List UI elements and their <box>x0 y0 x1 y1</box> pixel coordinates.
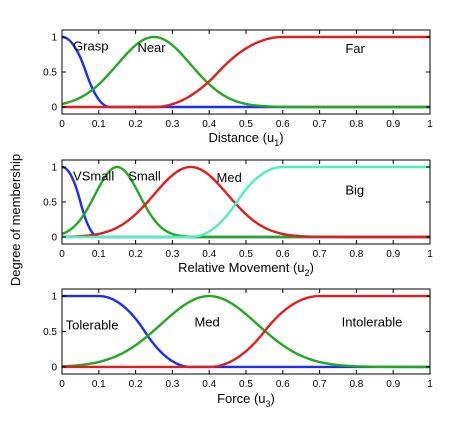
y-tick-label: 0 <box>51 103 57 114</box>
set-label-near: Near <box>137 40 166 55</box>
x-tick-label: 0.1 <box>92 119 106 130</box>
panel-1: 0 0.1 0.2 0.3 0.4 0.5 0.6 0.7 0.8 0.9 1 0 0.5 1 Grasp N… <box>43 29 433 148</box>
x-tick-label: 0.8 <box>349 119 363 130</box>
y-tick-label: 0.5 <box>43 327 57 338</box>
set-label-tolerable: Tolerable <box>66 317 119 332</box>
x-tick-label: 0.7 <box>313 119 327 130</box>
x-tick-label: 0.2 <box>129 119 143 130</box>
y-tick-label: 1 <box>51 292 57 303</box>
x-tick-label: 0.6 <box>276 379 290 390</box>
axes-frame <box>61 159 431 245</box>
set-label-big: Big <box>345 182 364 197</box>
x-tick-label: 0.3 <box>165 249 179 260</box>
x-tick-label: 0.7 <box>313 249 327 260</box>
x-tick-label: 0.2 <box>129 249 143 260</box>
y-tick-label: 0 <box>51 233 57 244</box>
set-label-far: Far <box>345 41 365 56</box>
x-tick-label: 0.4 <box>202 379 216 390</box>
panel-2: 0 0.1 0.2 0.3 0.4 0.5 0.6 0.7 0.8 0.9 1 0 0.5 1 VSmall… <box>43 159 433 278</box>
x-tick-label: 0.7 <box>313 379 327 390</box>
y-tick-label: 0.5 <box>43 68 57 79</box>
x-tick-label: 0.3 <box>165 119 179 130</box>
figure-ylabel: Degree of membership <box>8 154 23 286</box>
x-tick-label: 0.6 <box>276 249 290 260</box>
series-line-far <box>62 35 430 109</box>
series-line-big <box>62 165 430 239</box>
x-axis-label: Distance (u1) <box>208 130 283 148</box>
x-tick-label: 0.3 <box>165 379 179 390</box>
x-tick-label: 1 <box>427 119 433 130</box>
x-axis-label: Relative Movement (u2) <box>178 260 314 278</box>
x-tick-label: 0 <box>59 379 65 390</box>
y-tick-label: 0.5 <box>43 198 57 209</box>
set-label-vsmall: VSmall <box>73 168 114 183</box>
series-line-med <box>61 165 430 239</box>
x-tick-label: 0 <box>59 249 65 260</box>
x-tick-label: 0.1 <box>92 249 106 260</box>
y-tick-label: 0 <box>51 362 57 373</box>
x-tick-label: 0.6 <box>276 119 290 130</box>
x-tick-label: 0.8 <box>349 249 363 260</box>
x-tick-label: 0.4 <box>202 249 216 260</box>
series-line-med <box>61 294 430 369</box>
x-tick-label: 0.4 <box>202 119 216 130</box>
set-label-grasp: Grasp <box>73 38 108 53</box>
series-line-near <box>61 35 430 109</box>
x-tick-label: 1 <box>427 249 433 260</box>
series-line-intolerable <box>62 294 430 369</box>
set-label-med: Med <box>217 170 242 185</box>
x-tick-label: 0.2 <box>129 379 143 390</box>
set-label-intolerable: Intolerable <box>342 315 403 330</box>
x-tick-label: 0.1 <box>92 379 106 390</box>
x-tick-label: 0.9 <box>386 379 400 390</box>
set-label-small: Small <box>128 168 161 183</box>
y-tick-label: 1 <box>51 33 57 44</box>
axes-frame <box>61 29 431 115</box>
x-axis-label: Force (u3) <box>217 391 275 409</box>
x-tick-label: 0.5 <box>239 119 253 130</box>
x-tick-label: 0.5 <box>239 379 253 390</box>
y-tick-label: 1 <box>51 163 57 174</box>
panel-3: 0 0.1 0.2 0.3 0.4 0.5 0.6 0.7 0.8 0.9 1 0 0.5 1 Tolera… <box>43 288 433 409</box>
x-tick-label: 0.5 <box>239 249 253 260</box>
x-tick-label: 0 <box>59 119 65 130</box>
set-label-med: Med <box>194 315 219 330</box>
x-tick-label: 1 <box>427 379 433 390</box>
x-tick-label: 0.9 <box>386 119 400 130</box>
x-tick-label: 0.9 <box>386 249 400 260</box>
x-tick-label: 0.8 <box>349 379 363 390</box>
